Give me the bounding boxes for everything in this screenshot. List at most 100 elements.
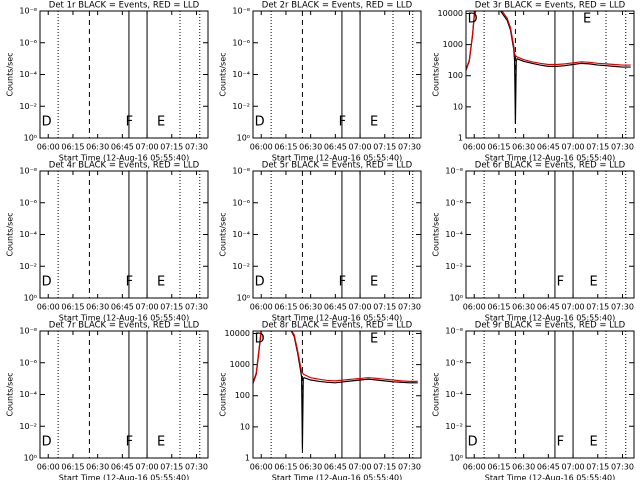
panel: Det 4r BLACK = Events, RED = LLD Start Ti… xyxy=(6,161,209,323)
x-tick-label: 07:30 xyxy=(398,143,421,152)
annotation: F xyxy=(339,275,346,290)
x-tick-label: 07:30 xyxy=(185,143,208,152)
y-tick-label: 10000 xyxy=(438,9,463,18)
x-tick-label: 06:00 xyxy=(463,463,486,472)
annotation: D xyxy=(42,115,52,130)
y-tick-label: 10⁻⁸ xyxy=(445,167,463,176)
panel: Det 9r BLACK = Events, RED = LLD Start Ti… xyxy=(432,321,635,480)
y-tick-label: 100 xyxy=(448,71,463,80)
y-tick-label: 10⁰ xyxy=(237,134,250,143)
y-tick-label: 1 xyxy=(245,454,250,463)
x-axis-label: Start Time (12-Aug-16 05:55:40) xyxy=(485,474,616,480)
x-axis-label: Start Time (12-Aug-16 05:55:40) xyxy=(59,314,190,323)
x-axis-label: Start Time (12-Aug-16 05:55:40) xyxy=(59,474,190,480)
y-tick-label: 10⁻² xyxy=(445,262,463,271)
x-tick-label: 06:15 xyxy=(274,463,297,472)
x-tick-label: 06:15 xyxy=(487,463,510,472)
annotation: E xyxy=(590,275,598,290)
annotation: E xyxy=(590,435,598,450)
y-tick-label: 10⁻² xyxy=(232,262,250,271)
annotation: D xyxy=(468,12,478,27)
annotation: D xyxy=(255,275,265,290)
y-tick-label: 10⁻² xyxy=(445,422,463,431)
y-tick-label: 10⁰ xyxy=(24,134,37,143)
y-tick-label: 10000 xyxy=(225,329,250,338)
x-tick-label: 06:00 xyxy=(463,143,486,152)
x-tick-label: 06:15 xyxy=(487,303,510,312)
x-tick-label: 06:30 xyxy=(86,143,109,152)
x-tick-label: 07:15 xyxy=(160,463,183,472)
y-tick-label: 10⁰ xyxy=(24,294,37,303)
y-tick-label: 10⁻⁴ xyxy=(445,390,463,399)
x-tick-label: 06:00 xyxy=(37,463,60,472)
x-tick-label: 07:00 xyxy=(349,463,372,472)
y-tick-label: 10⁰ xyxy=(450,454,463,463)
panel: Det 3r BLACK = Events, RED = LLD Start Ti… xyxy=(432,1,635,163)
y-axis-label: Counts/sec xyxy=(6,52,15,96)
x-tick-label: 06:30 xyxy=(512,463,535,472)
y-axis-label: Counts/sec xyxy=(219,372,228,416)
x-tick-label: 06:15 xyxy=(61,143,84,152)
series-line xyxy=(253,331,418,383)
x-tick-label: 07:30 xyxy=(398,463,421,472)
x-tick-label: 07:30 xyxy=(398,303,421,312)
x-tick-label: 07:15 xyxy=(160,303,183,312)
y-tick-label: 10⁰ xyxy=(237,294,250,303)
annotation: E xyxy=(583,12,591,27)
annotation: E xyxy=(157,435,165,450)
y-tick-label: 10⁻² xyxy=(19,102,37,111)
plot-frame xyxy=(39,10,209,139)
y-tick-label: 10⁻² xyxy=(19,262,37,271)
y-tick-label: 10⁻⁶ xyxy=(232,38,250,47)
panel: Det 5r BLACK = Events, RED = LLD Start Ti… xyxy=(219,161,422,323)
annotation: F xyxy=(126,275,133,290)
x-tick-label: 06:45 xyxy=(537,463,560,472)
x-tick-label: 06:15 xyxy=(274,303,297,312)
y-tick-label: 10⁻⁴ xyxy=(19,390,37,399)
annotation: D xyxy=(255,332,265,347)
y-tick-label: 10 xyxy=(453,102,463,111)
x-tick-label: 06:00 xyxy=(37,303,60,312)
y-tick-label: 10⁻⁴ xyxy=(232,230,250,239)
y-tick-label: 10⁻⁸ xyxy=(232,7,250,16)
panel: Det 1r BLACK = Events, RED = LLD Start Ti… xyxy=(6,1,209,163)
annotation: F xyxy=(557,275,564,290)
y-tick-label: 10⁻⁶ xyxy=(445,198,463,207)
y-tick-label: 100 xyxy=(235,391,250,400)
x-tick-label: 06:30 xyxy=(299,463,322,472)
annotation: E xyxy=(157,275,165,290)
y-tick-label: 10⁻⁴ xyxy=(445,230,463,239)
x-tick-label: 06:00 xyxy=(37,143,60,152)
y-tick-label: 10⁻⁶ xyxy=(19,358,37,367)
x-tick-label: 07:15 xyxy=(373,143,396,152)
annotation: F xyxy=(126,115,133,130)
x-tick-label: 07:15 xyxy=(586,463,609,472)
x-tick-label: 06:15 xyxy=(274,143,297,152)
panel: Det 7r BLACK = Events, RED = LLD Start Ti… xyxy=(6,321,209,480)
panel-title: Det 6r BLACK = Events, RED = LLD xyxy=(475,161,626,171)
x-tick-label: 06:30 xyxy=(299,143,322,152)
series-line xyxy=(253,331,418,449)
x-tick-label: 06:45 xyxy=(111,463,134,472)
x-tick-label: 07:00 xyxy=(562,143,585,152)
x-tick-label: 07:00 xyxy=(136,143,159,152)
panel-title: Det 8r BLACK = Events, RED = LLD xyxy=(262,321,413,331)
y-tick-label: 10⁻⁶ xyxy=(19,198,37,207)
x-tick-label: 06:00 xyxy=(250,143,273,152)
panel-title: Det 4r BLACK = Events, RED = LLD xyxy=(49,161,200,171)
annotation: E xyxy=(370,332,378,347)
y-tick-label: 10⁻⁸ xyxy=(232,167,250,176)
x-tick-label: 06:30 xyxy=(512,303,535,312)
annotation: D xyxy=(468,435,478,450)
x-tick-label: 07:00 xyxy=(349,143,372,152)
x-tick-label: 06:00 xyxy=(250,463,273,472)
x-axis-label: Start Time (12-Aug-16 05:55:40) xyxy=(272,154,403,163)
x-tick-label: 07:30 xyxy=(611,463,634,472)
panel-title: Det 7r BLACK = Events, RED = LLD xyxy=(49,321,200,331)
y-tick-label: 10⁻² xyxy=(19,422,37,431)
x-tick-label: 07:00 xyxy=(136,303,159,312)
annotation: E xyxy=(370,115,378,130)
annotation: D xyxy=(255,115,265,130)
annotation: F xyxy=(126,435,133,450)
